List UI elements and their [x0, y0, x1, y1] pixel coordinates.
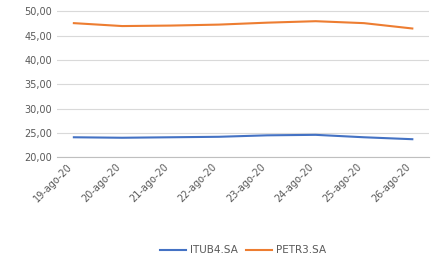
PETR3.SA: [71, 21, 77, 25]
ITUB4.SA: [313, 133, 318, 137]
PETR3.SA: [265, 21, 270, 24]
Line: ITUB4.SA: ITUB4.SA: [74, 135, 412, 139]
PETR3.SA: [410, 27, 415, 30]
ITUB4.SA: [120, 136, 125, 139]
ITUB4.SA: [168, 136, 173, 139]
ITUB4.SA: [410, 138, 415, 141]
PETR3.SA: [120, 24, 125, 28]
PETR3.SA: [361, 21, 367, 25]
PETR3.SA: [216, 23, 222, 26]
ITUB4.SA: [361, 136, 367, 139]
PETR3.SA: [313, 20, 318, 23]
ITUB4.SA: [71, 136, 77, 139]
ITUB4.SA: [216, 135, 222, 138]
Line: PETR3.SA: PETR3.SA: [74, 21, 412, 28]
Legend: ITUB4.SA, PETR3.SA: ITUB4.SA, PETR3.SA: [155, 241, 331, 260]
PETR3.SA: [168, 24, 173, 27]
ITUB4.SA: [265, 134, 270, 137]
